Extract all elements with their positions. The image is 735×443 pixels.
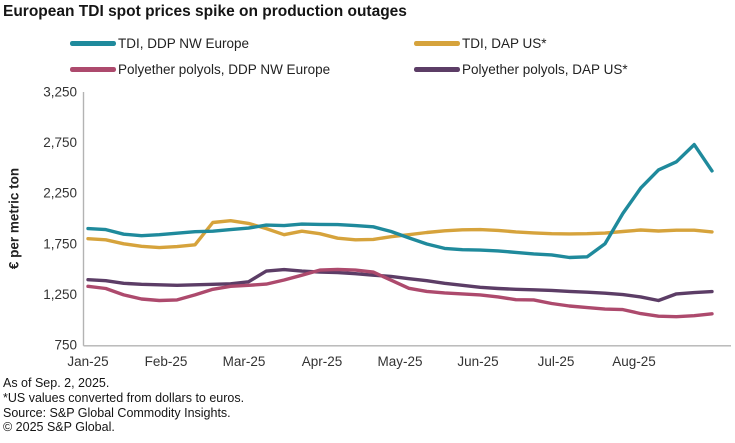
footnote-conversion: *US values converted from dollars to eur…	[3, 390, 245, 405]
legend-label: TDI, DDP NW Europe	[118, 36, 250, 51]
line-chart-plot: 750 1,250 1,750 2,250 2,750 3,250 Jan-25 Feb-25…	[43, 85, 731, 369]
x-tick-label: Jul-25	[538, 354, 575, 369]
x-tick-label: Aug-25	[612, 354, 656, 369]
x-tick-label: Jan-25	[67, 354, 108, 369]
series-line-tdi-ddp-nw-europe	[86, 142, 714, 260]
y-tick-label: 3,250	[43, 85, 77, 100]
legend-label: Polyether polyols, DAP US*	[462, 62, 628, 77]
series-line-polyether-polyols-dap-us	[86, 267, 714, 303]
y-tick-label: 1,750	[43, 236, 77, 251]
footnotes: As of Sep. 2, 2025. *US values converted…	[3, 376, 244, 435]
x-tick-label: May-25	[377, 354, 422, 369]
footnote-source: Source: S&P Global Commodity Insights.	[3, 405, 231, 420]
x-tick-label: Apr-25	[302, 354, 343, 369]
page-title: European TDI spot prices spike on produc…	[3, 3, 407, 20]
footnote-as-of: As of Sep. 2, 2025.	[3, 376, 110, 390]
legend-item-tdi-dap-us: TDI, DAP US*	[414, 36, 547, 51]
x-tick-label: Mar-25	[223, 354, 266, 369]
legend-item-polyols-dap-us: Polyether polyols, DAP US*	[414, 62, 628, 77]
legend-swatch-pink	[70, 67, 116, 72]
series-line-polyether-polyols-ddp-nw-europe	[86, 267, 714, 319]
legend-swatch-purple	[414, 67, 460, 72]
legend-item-polyols-ddp-nw-europe: Polyether polyols, DDP NW Europe	[70, 62, 330, 77]
x-tick-label: Feb-25	[145, 354, 188, 369]
y-tick-label: 2,250	[43, 186, 77, 201]
legend-item-tdi-ddp-nw-europe: TDI, DDP NW Europe	[70, 36, 249, 51]
y-tick-label: 1,250	[43, 287, 77, 302]
y-tick-label: 2,750	[43, 135, 77, 150]
x-tick-label: Jun-25	[457, 354, 498, 369]
legend-label: TDI, DAP US*	[462, 36, 547, 51]
legend-swatch-orange	[414, 41, 460, 46]
footnote-copyright: © 2025 S&P Global.	[3, 420, 115, 435]
legend-swatch-teal	[70, 41, 116, 46]
legend-label: Polyether polyols, DDP NW Europe	[118, 62, 331, 77]
y-tick-label: 750	[54, 338, 77, 353]
